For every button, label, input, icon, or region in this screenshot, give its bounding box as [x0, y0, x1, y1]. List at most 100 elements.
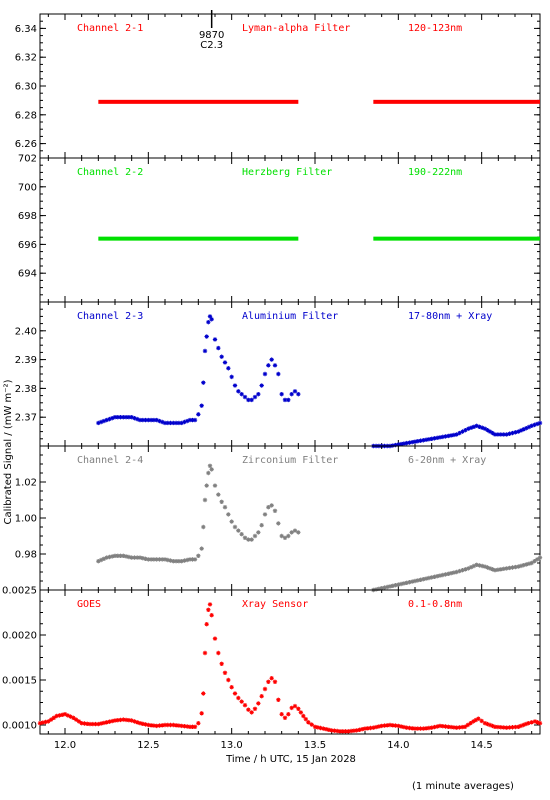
data-point [460, 429, 465, 434]
data-point [40, 720, 45, 725]
data-point [423, 437, 429, 442]
data-point [535, 421, 540, 427]
data-point [385, 723, 390, 728]
data-point [466, 566, 471, 571]
data-point [176, 420, 182, 426]
data-point [118, 415, 123, 420]
data-point [129, 555, 134, 560]
data-point [143, 722, 148, 727]
data-point [460, 568, 465, 573]
data-point [206, 319, 211, 325]
data-point [126, 415, 132, 420]
data-point [276, 697, 281, 702]
data-point [463, 427, 468, 433]
data-point [276, 371, 281, 377]
panel-channel-label: Channel 2-4 [77, 455, 143, 466]
data-point [537, 721, 543, 726]
data-point [309, 722, 314, 727]
data-point [429, 436, 434, 441]
data-point [104, 555, 109, 560]
panel-channel-label: Channel 2-1 [77, 23, 143, 34]
data-point [535, 720, 540, 725]
data-point [454, 569, 459, 575]
data-point [148, 723, 154, 728]
data-point [504, 432, 509, 437]
data-point [192, 557, 198, 562]
data-point [518, 428, 524, 433]
data-point [232, 383, 238, 388]
data-point [222, 360, 228, 365]
data-point [135, 555, 140, 560]
data-point [129, 415, 134, 420]
data-point [401, 581, 407, 586]
data-point [151, 557, 157, 562]
data-point [354, 728, 359, 733]
data-point [289, 705, 294, 711]
data-point [207, 314, 213, 319]
data-point [96, 721, 101, 727]
data-point [423, 576, 429, 581]
data-point [121, 415, 126, 420]
data-point [379, 723, 384, 729]
data-point [460, 724, 465, 730]
data-point [272, 363, 278, 368]
data-point [490, 567, 495, 572]
y-tick-label: 0.98 [15, 550, 37, 561]
data-point [524, 425, 529, 431]
event-marker-label: C2.3 [200, 40, 223, 51]
data-point [385, 584, 390, 590]
data-point [507, 431, 512, 436]
data-point [79, 721, 84, 726]
y-tick-label: 2.37 [15, 413, 37, 424]
data-point [495, 567, 501, 572]
data-point [266, 363, 271, 368]
data-point [443, 724, 448, 729]
data-point [239, 699, 244, 704]
data-point [516, 429, 521, 434]
y-tick-label: 702 [18, 154, 37, 165]
data-point [396, 582, 401, 587]
data-point [168, 722, 173, 728]
data-point [513, 724, 518, 730]
data-point [343, 729, 348, 734]
data-point [222, 670, 228, 675]
data-point [207, 602, 213, 607]
data-point [118, 717, 123, 723]
data-point [446, 433, 451, 439]
data-point [199, 403, 204, 408]
data-point [206, 607, 211, 612]
data-point [532, 422, 537, 428]
data-point [429, 575, 434, 580]
data-point [126, 718, 132, 723]
panel-band-label: 6-20nm + Xray [408, 455, 486, 466]
y-tick-label: 1.02 [15, 478, 37, 489]
data-point [115, 553, 120, 558]
data-point [222, 505, 228, 510]
data-point [98, 557, 104, 563]
data-point [437, 723, 443, 729]
data-point [282, 535, 288, 540]
data-point [480, 563, 485, 569]
data-point [226, 366, 231, 371]
data-point [57, 713, 62, 718]
data-point [219, 499, 224, 504]
event-marker-label: 9870 [199, 30, 224, 41]
data-point [482, 426, 488, 431]
data-point [440, 572, 445, 578]
data-point [104, 417, 109, 423]
data-point [259, 523, 264, 528]
data-point [432, 724, 437, 730]
data-point [443, 434, 448, 439]
data-point [387, 722, 393, 728]
data-point [426, 437, 432, 442]
x-tick-label: 13.5 [304, 740, 326, 751]
data-point [199, 711, 204, 716]
data-point [407, 725, 412, 731]
data-point [485, 565, 490, 570]
data-point [98, 721, 104, 726]
data-point [179, 559, 184, 564]
data-point [429, 725, 434, 730]
data-point [123, 717, 129, 723]
data-point [498, 432, 504, 437]
data-point [173, 559, 179, 564]
